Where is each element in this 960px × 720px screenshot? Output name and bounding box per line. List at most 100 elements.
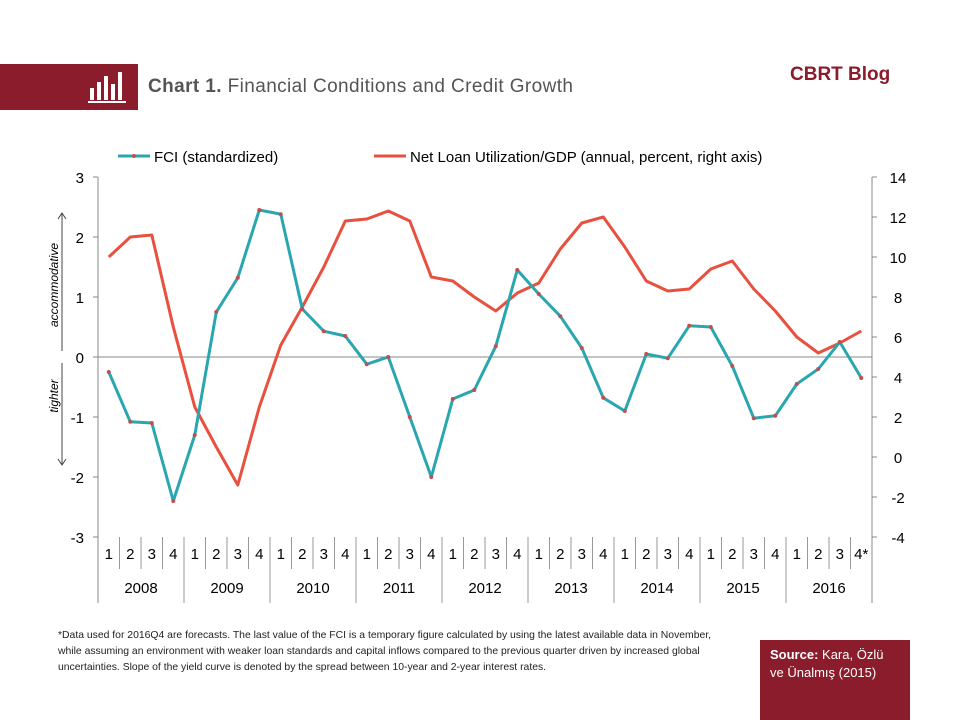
fci-data-point	[128, 419, 133, 424]
right-tick-label: 14	[890, 170, 907, 187]
right-tick-label: 2	[894, 410, 902, 427]
fci-data-point	[515, 268, 520, 272]
quarter-label: 4	[599, 546, 607, 563]
right-tick-label: 12	[890, 210, 907, 227]
fci-data-point	[235, 275, 240, 280]
fci-data-point	[106, 370, 111, 374]
fci-data-point	[794, 382, 799, 386]
source-box: Source: Kara, Özlü ve Ünalmış (2015)	[760, 640, 910, 720]
quarter-label: 3	[320, 546, 328, 563]
quarter-label: 3	[664, 546, 672, 563]
legend-loan-label: Net Loan Utilization/GDP (annual, percen…	[410, 149, 762, 166]
year-label: 2016	[812, 580, 845, 597]
fci-data-point	[730, 364, 735, 368]
fci-data-point	[837, 340, 842, 344]
left-tick-label: 0	[76, 350, 84, 367]
fci-data-point	[816, 367, 821, 371]
chart-title-bold: Chart 1.	[148, 76, 222, 97]
fci-data-point	[665, 356, 670, 361]
quarter-label: 1	[277, 546, 285, 563]
source-text: Kara, Özlü ve Ünalmış (2015)	[770, 647, 884, 680]
right-tick-label: -2	[891, 490, 904, 507]
quarter-label: 2	[470, 546, 478, 563]
quarter-label: 3	[578, 546, 586, 563]
fci-data-point	[859, 376, 864, 380]
quarter-label: 4*	[854, 546, 868, 563]
chart-title-text: Financial Conditions and Credit Growth	[221, 76, 574, 97]
annotation-accommodative: accommodative	[47, 243, 61, 327]
fci-data-point	[321, 329, 326, 334]
left-tick-label: 1	[76, 290, 84, 307]
quarter-label: 4	[255, 546, 263, 563]
quarter-label: 1	[621, 546, 629, 563]
fci-data-point	[364, 362, 369, 367]
quarter-label: 3	[492, 546, 500, 563]
left-tick-label: 3	[76, 170, 84, 187]
year-label: 2012	[468, 580, 501, 597]
right-tick-label: 4	[894, 370, 902, 387]
quarter-label: 2	[728, 546, 736, 563]
year-label: 2015	[726, 580, 759, 597]
fci-data-point	[407, 415, 412, 419]
footnote: *Data used for 2016Q4 are forecasts. The…	[58, 630, 712, 673]
quarter-label: 1	[707, 546, 715, 563]
fci-data-point	[708, 325, 713, 329]
fci-data-point	[536, 292, 541, 296]
fci-series-line	[107, 208, 863, 503]
fci-data-point	[343, 334, 348, 338]
quarter-label: 1	[191, 546, 199, 563]
quarter-label: 4	[513, 546, 521, 563]
fci-data-point	[192, 433, 197, 437]
right-tick-label: 0	[894, 450, 902, 467]
fci-data-point	[644, 352, 649, 356]
year-label: 2014	[640, 580, 673, 597]
year-label: 2011	[383, 580, 415, 597]
legend-fci-marker	[132, 154, 136, 158]
quarter-label: 2	[814, 546, 822, 563]
fci-data-point	[149, 421, 154, 425]
year-label: 2009	[210, 580, 243, 597]
brand-label: CBRT Blog	[790, 64, 891, 85]
right-tick-label: 8	[894, 290, 902, 307]
left-tick-label: -3	[71, 530, 84, 547]
fci-data-point	[214, 310, 219, 314]
quarter-label: 4	[169, 546, 177, 563]
right-tick-label: 6	[894, 330, 902, 347]
fci-data-point	[687, 323, 692, 328]
year-label: 2010	[296, 580, 329, 597]
quarter-label: 4	[341, 546, 349, 563]
quarter-label: 2	[556, 546, 564, 563]
quarter-label: 4	[685, 546, 693, 563]
quarter-label: 2	[642, 546, 650, 563]
up-arrow-icon	[57, 212, 67, 220]
quarter-label: 3	[836, 546, 844, 563]
quarter-label: 1	[449, 546, 457, 563]
right-tick-label: 10	[890, 250, 907, 267]
annotation-tighter: tighter	[47, 378, 61, 412]
fci-data-point	[171, 499, 176, 503]
fci-data-point	[278, 212, 283, 217]
fci-data-point	[773, 413, 778, 418]
fci-data-point	[429, 475, 434, 479]
quarter-label: 2	[212, 546, 220, 563]
fci-data-point	[558, 314, 563, 319]
source-label: Source:	[770, 647, 819, 662]
fci-data-point	[386, 355, 391, 359]
quarter-label: 3	[406, 546, 414, 563]
quarter-label: 1	[105, 546, 113, 563]
quarter-label: 1	[793, 546, 801, 563]
down-arrow-icon	[57, 458, 67, 466]
right-tick-label: -4	[891, 530, 904, 547]
quarter-label: 3	[148, 546, 156, 563]
fci-data-point	[472, 388, 477, 392]
quarter-label: 2	[126, 546, 134, 563]
legend-fci-label: FCI (standardized)	[154, 149, 278, 166]
quarter-label: 1	[363, 546, 371, 563]
year-label: 2008	[124, 580, 157, 597]
quarter-label: 4	[771, 546, 779, 563]
quarter-label: 1	[535, 546, 543, 563]
left-tick-label: -1	[71, 410, 84, 427]
fci-data-point	[622, 409, 627, 413]
loan-series-line	[107, 209, 863, 487]
